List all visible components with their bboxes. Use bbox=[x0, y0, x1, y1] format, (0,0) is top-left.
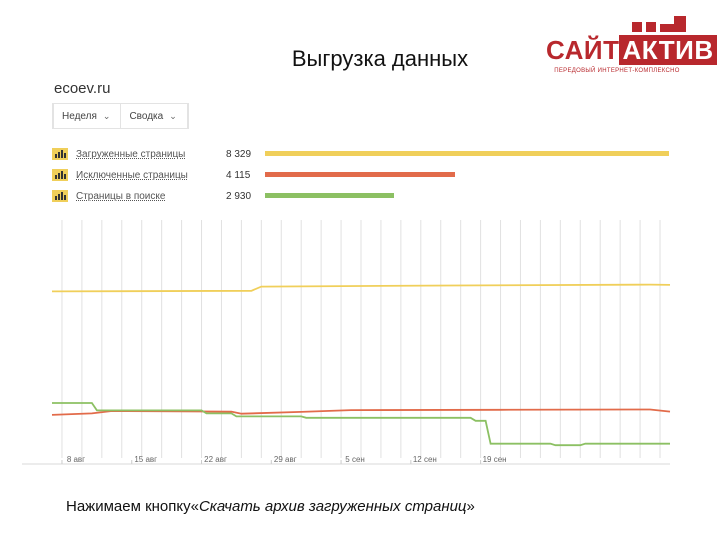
period-dropdown-label: Неделя bbox=[62, 110, 97, 122]
logo-subtitle: ПЕРЕДОВЫЙ ИНТЕРНЕТ-КОМПЛЕКСНО bbox=[554, 68, 680, 74]
view-dropdown-label: Сводка bbox=[129, 110, 164, 122]
view-dropdown[interactable]: Сводка ⌄ bbox=[121, 104, 188, 128]
legend-row-excluded[interactable]: Исключенные страницы 4 115 bbox=[52, 167, 256, 183]
filter-bar: Неделя ⌄ Сводка ⌄ bbox=[52, 103, 189, 129]
legend-value-excluded: 4 115 bbox=[226, 169, 251, 181]
x-tick-label: 19 сен bbox=[483, 455, 507, 464]
legend-value-loaded: 8 329 bbox=[226, 148, 252, 160]
x-tick-label: 15 авг bbox=[134, 455, 157, 464]
logo-square-2 bbox=[646, 22, 656, 32]
legend-label-loaded[interactable]: Загруженные страницы bbox=[76, 148, 186, 160]
company-logo: САЙТ АКТИВ ПЕРЕДОВЫЙ ИНТЕРНЕТ-КОМПЛЕКСНО bbox=[546, 16, 717, 78]
chevron-down-icon: ⌄ bbox=[169, 110, 177, 121]
logo-part-1: САЙТ bbox=[546, 35, 620, 65]
chevron-down-icon: ⌄ bbox=[102, 110, 111, 121]
x-tick-label: 12 сен bbox=[413, 455, 437, 464]
legend-row-loaded[interactable]: Загруженные страницы 8 329 bbox=[52, 146, 256, 162]
summary-bar-in-search bbox=[265, 193, 394, 198]
line-series-excluded bbox=[51, 408, 671, 416]
line-series-loaded bbox=[51, 283, 671, 293]
bar-chart-icon bbox=[52, 148, 68, 160]
logo-square-3 bbox=[660, 24, 674, 32]
x-tick-label: 8 авг bbox=[67, 455, 85, 464]
x-tick-label: 29 авг bbox=[274, 455, 297, 464]
bar-chart-icon bbox=[52, 190, 68, 202]
logo-part-2: АКТИВ bbox=[619, 35, 717, 65]
slide-title: Выгрузка данных bbox=[291, 46, 469, 71]
caption-quote: Скачать архив загруженных страниц bbox=[198, 498, 467, 515]
summary-bar-loaded bbox=[265, 151, 669, 156]
period-dropdown[interactable]: Неделя ⌄ bbox=[54, 104, 122, 128]
legend-label-in-search[interactable]: Страницы в поиске bbox=[76, 190, 166, 202]
x-tick-label: 5 сен bbox=[345, 455, 365, 464]
summary-bar-excluded bbox=[265, 172, 455, 177]
legend-value-in-search: 2 930 bbox=[226, 190, 252, 202]
slide-caption: Нажимаем кнопку«Скачать архив загруженны… bbox=[66, 498, 475, 515]
site-name: ecoev.ru bbox=[54, 80, 111, 97]
bar-chart-icon bbox=[52, 169, 68, 181]
logo-square-4 bbox=[674, 16, 686, 32]
legend-row-in-search[interactable]: Страницы в поиске 2 930 bbox=[52, 188, 256, 204]
line-series-in-search bbox=[52, 402, 670, 447]
caption-prefix: Нажимаем кнопку« bbox=[66, 498, 199, 515]
logo-wordmark: САЙТ АКТИВ bbox=[546, 35, 717, 65]
logo-square-1 bbox=[632, 22, 642, 32]
caption-suffix: » bbox=[466, 498, 475, 515]
legend-label-excluded[interactable]: Исключенные страницы bbox=[76, 169, 188, 181]
x-tick-label: 22 авг bbox=[204, 455, 227, 464]
